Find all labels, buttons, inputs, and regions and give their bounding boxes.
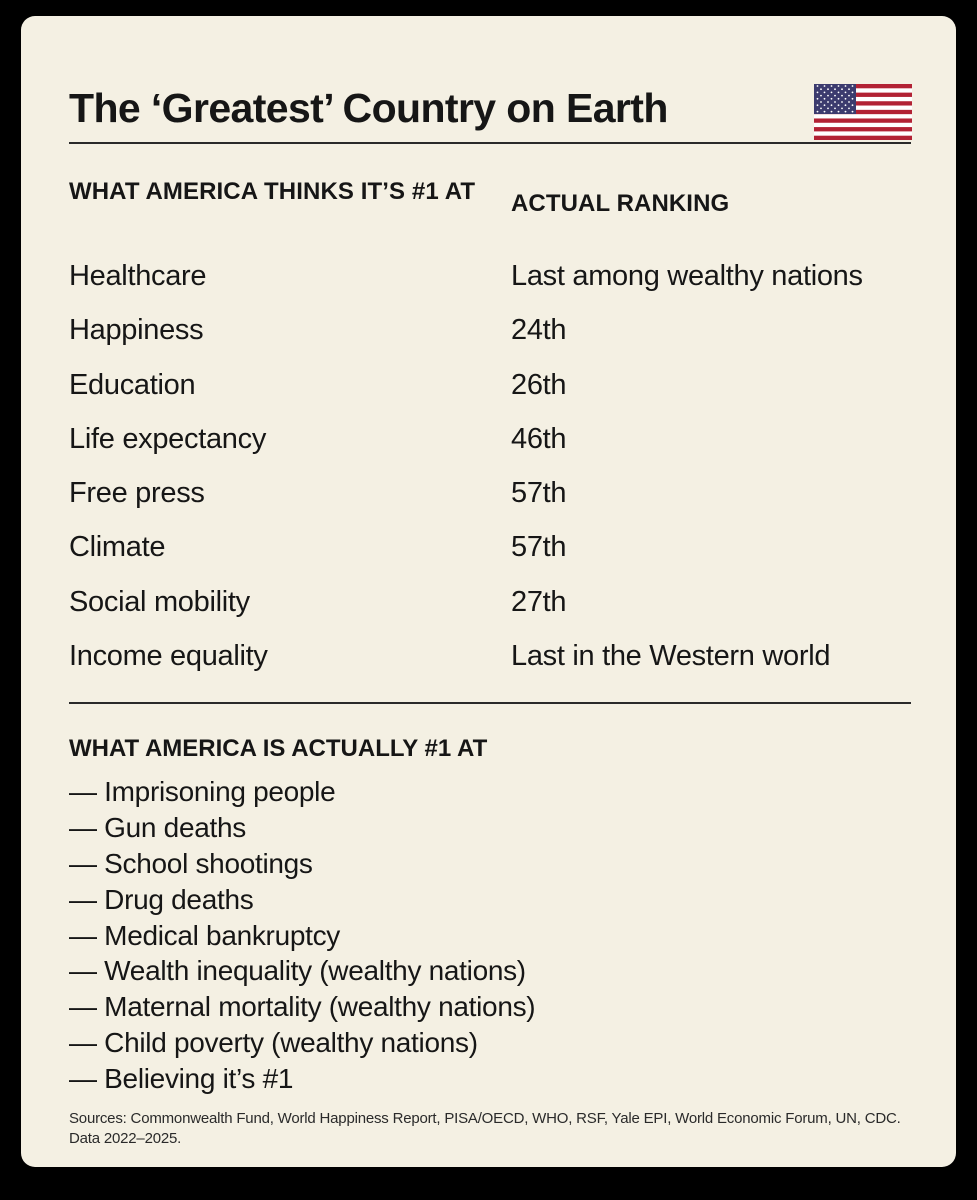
list-item: — Wealth inequality (wealthy nations) bbox=[69, 955, 526, 987]
list-item: — Maternal mortality (wealthy nations) bbox=[69, 991, 536, 1023]
category-label: Happiness bbox=[69, 314, 204, 347]
page-title: The ‘Greatest’ Country on Earth bbox=[69, 85, 668, 131]
title-row: The ‘Greatest’ Country on Earth bbox=[69, 84, 912, 144]
category-label: Climate bbox=[69, 531, 166, 564]
infographic-card: The ‘Greatest’ Country on Earth WHAT AME… bbox=[21, 16, 956, 1167]
sources-note: Sources: Commonwealth Fund, World Happin… bbox=[69, 1110, 901, 1147]
ranking-value: Last among wealthy nations bbox=[511, 260, 863, 292]
table-row: Free press 57th bbox=[69, 473, 939, 527]
us-flag-icon bbox=[814, 84, 912, 140]
list-item: — Drug deaths bbox=[69, 883, 254, 915]
title-divider bbox=[69, 142, 911, 144]
category-label: Social mobility bbox=[69, 585, 250, 618]
column-header-ranking: ACTUAL RANKING bbox=[511, 190, 730, 217]
category-label: Healthcare bbox=[69, 260, 207, 292]
list-item: — Gun deaths bbox=[69, 811, 246, 843]
column-header-thinks: WHAT AMERICA THINKS IT’S #1 AT bbox=[69, 178, 476, 205]
list-item: — Imprisoning people bbox=[69, 776, 336, 807]
ranking-value: Last in the Western world bbox=[511, 640, 831, 673]
ranking-value: 27th bbox=[511, 585, 567, 618]
table-row: Social mobility 27th bbox=[69, 582, 939, 636]
table-row: Income equality Last in the Western worl… bbox=[69, 636, 939, 690]
table-row: Education 26th bbox=[69, 365, 939, 419]
list-item: — Believing it’s #1 bbox=[69, 1063, 294, 1095]
table-row: Happiness 24th bbox=[69, 310, 939, 364]
table-row: Life expectancy 46th bbox=[69, 419, 939, 473]
ranking-value: 26th bbox=[511, 368, 567, 401]
category-label: Education bbox=[69, 368, 196, 401]
section-heading: WHAT AMERICA IS ACTUALLY #1 AT bbox=[69, 735, 488, 762]
ranking-value: 46th bbox=[511, 422, 567, 455]
list-item: — Medical bankruptcy bbox=[69, 919, 341, 951]
list-item: — Child poverty (wealthy nations) bbox=[69, 1027, 478, 1059]
ranking-value: 57th bbox=[511, 531, 567, 564]
list-item: — School shootings bbox=[69, 847, 313, 879]
table-row: Healthcare Last among wealthy nations bbox=[69, 256, 939, 310]
category-label: Free press bbox=[69, 477, 205, 510]
ranking-value: 57th bbox=[511, 477, 567, 510]
ranking-value: 24th bbox=[511, 314, 567, 347]
section-divider bbox=[69, 702, 911, 704]
category-label: Income equality bbox=[69, 640, 268, 673]
category-label: Life expectancy bbox=[69, 422, 267, 455]
table-row: Climate 57th bbox=[69, 527, 939, 581]
ranking-table: Healthcare Last among wealthy nations Ha… bbox=[69, 256, 939, 690]
actual-list: — Imprisoning people — Gun deaths — Scho… bbox=[69, 774, 929, 1097]
